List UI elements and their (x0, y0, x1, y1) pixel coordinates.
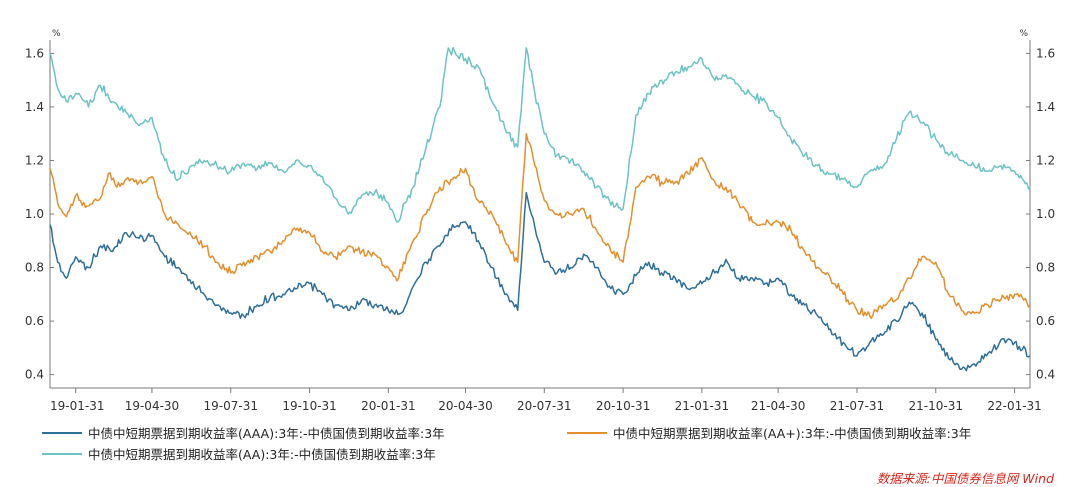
legend-item-aa: 中债中短期票据到期收益率(AA):3年:-中债国债到期收益率:3年 (42, 444, 436, 463)
chart-axes: % % 1.6 1.6 1.4 1.4 1.2 1.2 1.0 1.0 0.8 0.8 0.6 0.6 0.… (25, 29, 1055, 413)
legend-label-aa-plus: 中债中短期票据到期收益率(AA+):3年:-中债国债到期收益率:3年 (613, 426, 972, 441)
x-tick-label: 19-04-30 (125, 399, 179, 413)
legend-item-aaa: 中债中短期票据到期收益率(AAA):3年:-中债国债到期收益率:3年 (42, 423, 445, 442)
series-line-3 (49, 46, 1031, 223)
y-tick-label-left: 0.8 (25, 261, 44, 275)
x-tick-label: 19-01-31 (50, 399, 104, 413)
y-tick-label-right: 1.6 (1036, 46, 1055, 60)
x-tick-label: 19-10-31 (282, 399, 336, 413)
legend-item-aa-plus: 中债中短期票据到期收益率(AA+):3年:-中债国债到期收益率:3年 (567, 423, 971, 442)
line-chart: % % 1.6 1.6 1.4 1.4 1.2 1.2 1.0 1.0 0.8 0.8 0.6 0.6 0.… (25, 29, 1055, 413)
y-tick-label-left: 0.4 (25, 368, 44, 382)
x-tick-label: 20-04-30 (438, 399, 492, 413)
x-tick-label: 21-10-31 (909, 399, 963, 413)
y-tick-label-left: 1.0 (25, 207, 44, 221)
source-note: 数据来源:中国债券信息网 Wind (876, 471, 1054, 486)
y-tick-label-left: 1.4 (25, 100, 44, 114)
legend-label-aaa: 中债中短期票据到期收益率(AAA):3年:-中债国债到期收益率:3年 (88, 426, 445, 441)
x-tick-label: 19-07-31 (204, 399, 258, 413)
y-tick-label-left: 0.6 (25, 314, 44, 328)
y-tick-label-right: 1.2 (1036, 153, 1055, 167)
y-tick-label-left: 1.6 (25, 46, 44, 60)
series-line-1 (49, 191, 1031, 372)
y-unit-right: % (1019, 29, 1028, 39)
y-tick-label-right: 0.8 (1036, 261, 1055, 275)
series-layer (49, 46, 1031, 372)
x-tick-label: 20-07-31 (517, 399, 571, 413)
x-tick-label: 21-04-30 (751, 399, 805, 413)
x-tick-label: 22-01-31 (987, 399, 1041, 413)
legend-swatch-aa (42, 452, 82, 455)
y-tick-label-left: 1.2 (25, 153, 44, 167)
y-unit-left: % (52, 29, 61, 39)
y-tick-label-right: 0.4 (1036, 368, 1055, 382)
x-tick-label: 21-01-31 (675, 399, 729, 413)
x-tick-label: 20-10-31 (596, 399, 650, 413)
legend-swatch-aaa (42, 431, 82, 434)
legend-swatch-aa-plus (567, 431, 607, 434)
y-tick-label-right: 0.6 (1036, 314, 1055, 328)
y-tick-label-right: 1.4 (1036, 100, 1055, 114)
x-tick-label: 21-07-31 (830, 399, 884, 413)
series-line-2 (49, 132, 1031, 320)
y-tick-label-right: 1.0 (1036, 207, 1055, 221)
legend-label-aa: 中债中短期票据到期收益率(AA):3年:-中债国债到期收益率:3年 (88, 447, 436, 462)
x-tick-label: 20-01-31 (361, 399, 415, 413)
